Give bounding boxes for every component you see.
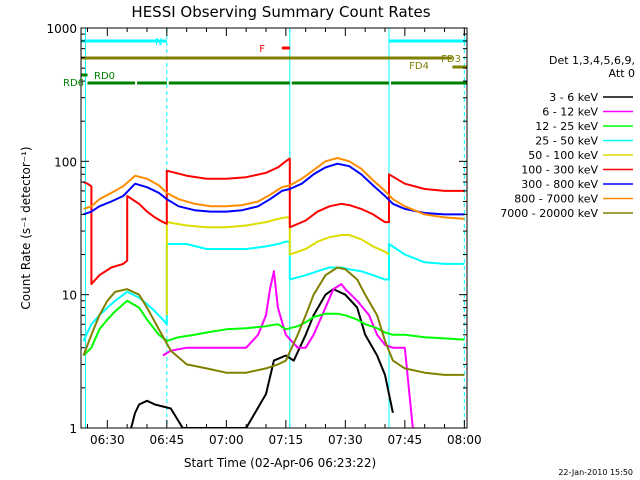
legend-entry-label: 12 - 25 keV [535, 120, 598, 133]
flag-label-fd4: FD4 [409, 61, 429, 72]
legend-entry-label: 6 - 12 keV [542, 106, 598, 119]
flag-label-n: N [155, 37, 162, 48]
legend: Det 1,3,4,5,6,9,Att 0 3 - 6 keV 6 - 12 keV… [500, 54, 635, 220]
legend-entry-label: 50 - 100 keV [528, 149, 598, 162]
plot-frame [80, 27, 468, 429]
flag-label-fd3: FD3 [441, 54, 461, 65]
x-tick-label: 07:00 [209, 433, 244, 447]
series-line-6 [83, 162, 465, 216]
x-tick-label: 06:30 [90, 433, 125, 447]
series-line-1 [162, 270, 414, 428]
series-line-4 [165, 216, 390, 316]
series-line-0 [130, 288, 394, 428]
x-tick-label: 07:45 [388, 433, 423, 447]
series-line-7 [83, 157, 465, 220]
series-line-8 [82, 266, 465, 376]
legend-entry-label: 25 - 50 keV [535, 135, 598, 148]
x-axis-tick-labels: 06:30 06:45 07:00 07:15 07:30 07:45 08:00 [90, 433, 482, 447]
series-line-2 [82, 299, 465, 357]
chart-title: HESSI Observing Summary Count Rates [131, 3, 430, 21]
y-tick-label: 100 [54, 155, 77, 169]
flag-label-rd0: RD0 [94, 71, 115, 82]
series-line-3 [82, 240, 465, 342]
legend-entry-label: 300 - 800 keV [521, 178, 598, 191]
y-tick-label: 1000 [46, 22, 77, 36]
axis-ticks [81, 28, 467, 429]
flag-label-f: F [259, 44, 265, 55]
x-tick-label: 06:45 [150, 433, 185, 447]
legend-entry-label: 100 - 300 keV [521, 164, 598, 177]
y-axis-tick-labels: 1 10 100 1000 [46, 22, 77, 436]
footer-date: 22-Jan-2010 15:50 [558, 468, 633, 477]
legend-entry-label: 3 - 6 keV [549, 91, 598, 104]
series-line-5 [83, 157, 465, 286]
legend-header: Det 1,3,4,5,6,9, [549, 54, 635, 67]
x-tick-label: 07:30 [328, 433, 363, 447]
legend-entry-label: 7000 - 20000 keV [500, 207, 598, 220]
x-tick-label: 07:15 [269, 433, 304, 447]
legend-header: Att 0 [609, 67, 635, 80]
legend-entry-label: 800 - 7000 keV [514, 193, 598, 206]
x-tick-label: 08:00 [447, 433, 482, 447]
x-axis-label: Start Time (02-Apr-06 06:23:22) [184, 456, 376, 470]
y-axis-label: Count Rate (s⁻¹ detector⁻¹) [19, 146, 33, 309]
y-tick-label: 10 [62, 289, 77, 303]
y-tick-label: 1 [69, 422, 77, 436]
flag-label-rd6: RD6 [63, 78, 84, 89]
